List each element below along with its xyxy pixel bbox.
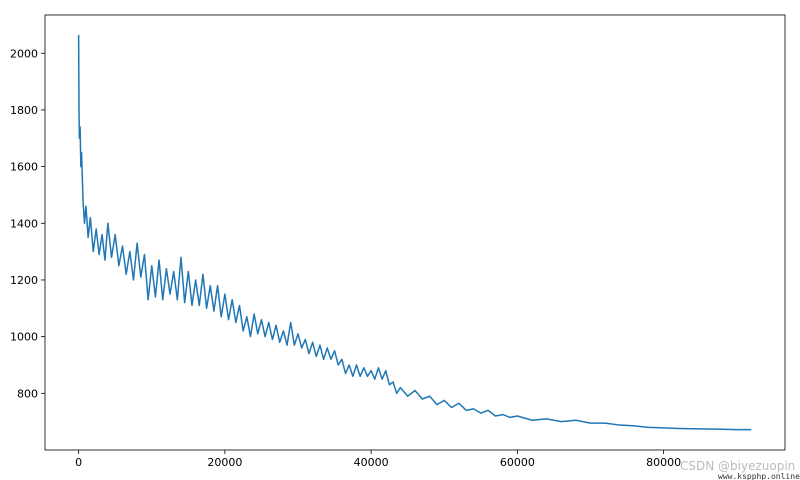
x-tick-label: 60000 (500, 456, 535, 469)
y-tick-label: 800 (17, 387, 38, 400)
y-tick-label: 1800 (10, 104, 38, 117)
plot-frame (44, 14, 786, 451)
watermark: CSDN @biyezuopin (680, 459, 795, 473)
y-tick-label: 1200 (10, 274, 38, 287)
y-tick-label: 1400 (10, 217, 38, 230)
watermark-url: www.kspphp.online (718, 472, 800, 480)
line-series (77, 34, 752, 431)
y-tick-label: 2000 (10, 47, 38, 60)
y-tick-label: 1000 (10, 331, 38, 344)
y-tick-label: 1600 (10, 161, 38, 174)
x-tick-label: 0 (75, 456, 82, 469)
x-tick-label: 80000 (646, 456, 681, 469)
x-tick-label: 40000 (354, 456, 389, 469)
x-tick-label: 20000 (207, 456, 242, 469)
